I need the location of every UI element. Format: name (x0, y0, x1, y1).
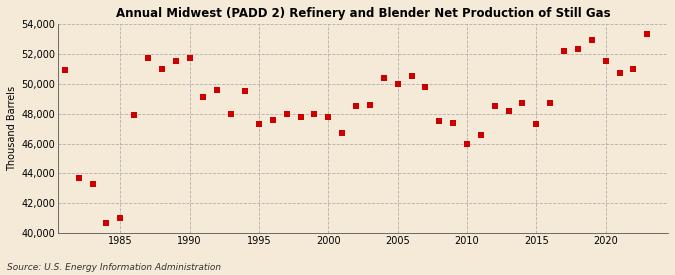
Point (212, 87, 223, 92)
Point (614, 71, 625, 75)
Text: Source: U.S. Energy Information Administration: Source: U.S. Energy Information Administ… (7, 263, 221, 272)
Point (323, 114, 333, 119)
Point (406, 74, 417, 78)
Point (392, 81, 403, 86)
Point (59, 68, 70, 72)
Point (559, 49, 570, 53)
Point (517, 101, 528, 105)
Point (226, 111, 237, 116)
Point (170, 59, 181, 64)
Point (379, 76, 389, 80)
Point (642, 32, 653, 37)
Point (295, 114, 306, 119)
Point (101, 221, 112, 225)
Point (337, 131, 348, 135)
Point (254, 122, 265, 126)
Point (350, 104, 361, 108)
Point (475, 132, 486, 137)
Point (142, 56, 153, 60)
Point (74, 176, 84, 180)
Point (503, 108, 514, 113)
Point (531, 122, 542, 126)
Point (489, 104, 500, 108)
Point (587, 38, 597, 43)
Point (115, 216, 126, 221)
Title: Annual Midwest (PADD 2) Refinery and Blender Net Production of Still Gas: Annual Midwest (PADD 2) Refinery and Ble… (115, 7, 610, 20)
Point (198, 95, 209, 99)
Point (267, 117, 278, 122)
Y-axis label: Thousand Barrels: Thousand Barrels (7, 86, 17, 171)
Point (420, 84, 431, 89)
Point (572, 47, 583, 51)
Point (434, 119, 445, 123)
Point (184, 56, 195, 60)
Point (545, 101, 556, 105)
Point (240, 89, 250, 94)
Point (87, 182, 98, 186)
Point (448, 120, 458, 125)
Point (462, 141, 472, 146)
Point (129, 113, 140, 117)
Point (309, 111, 320, 116)
Point (628, 67, 639, 71)
Point (600, 59, 611, 64)
Point (281, 111, 292, 116)
Point (157, 67, 167, 71)
Point (364, 103, 375, 107)
